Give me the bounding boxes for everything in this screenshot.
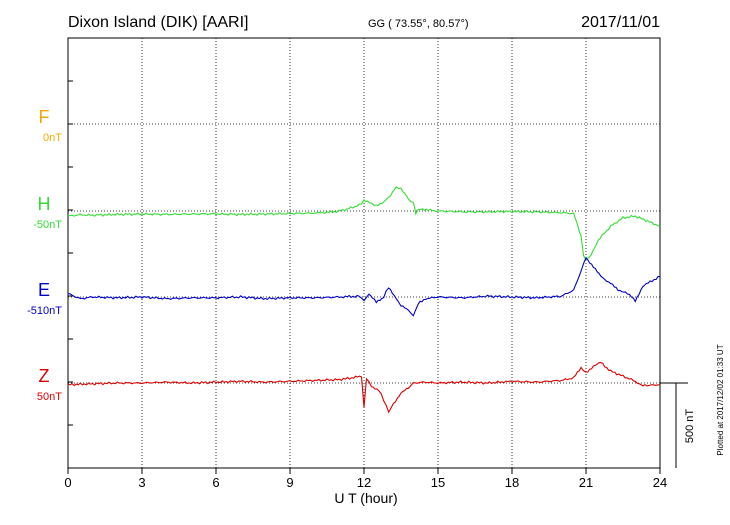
series-f-letter: F bbox=[39, 107, 50, 127]
series-traces bbox=[67, 186, 661, 414]
x-tick-label: 18 bbox=[505, 475, 519, 490]
series-z-letter: Z bbox=[39, 366, 50, 386]
x-tick-label: 15 bbox=[431, 475, 445, 490]
x-tick-label: 21 bbox=[579, 475, 593, 490]
station-coordinates: GG ( 73.55°, 80.57°) bbox=[368, 18, 469, 30]
series-z-trace bbox=[67, 362, 661, 414]
series-h-letter: H bbox=[38, 194, 51, 214]
x-tick-label: 24 bbox=[653, 475, 667, 490]
x-axis-ticks: 0 3 6 9 12 15 18 21 24 bbox=[64, 37, 667, 490]
x-tick-label: 3 bbox=[138, 475, 145, 490]
series-labels: F 0nT H -50nT E -510nT Z 50nT bbox=[27, 107, 62, 403]
x-tick-label: 6 bbox=[212, 475, 219, 490]
x-tick-label: 0 bbox=[64, 475, 71, 490]
series-e-letter: E bbox=[38, 280, 50, 300]
scale-bar: 500 nT bbox=[660, 382, 696, 468]
series-e-trace bbox=[67, 256, 660, 317]
station-title: Dixon Island (DIK) [AARI] bbox=[68, 14, 249, 31]
x-tick-label: 9 bbox=[286, 475, 293, 490]
x-tick-label: 12 bbox=[357, 475, 371, 490]
series-f-baseline: 0nT bbox=[43, 132, 62, 144]
series-z-baseline: 50nT bbox=[37, 391, 62, 403]
series-h-baseline: -50nT bbox=[33, 219, 62, 231]
x-axis-label: U T (hour) bbox=[334, 490, 397, 506]
series-e-baseline: -510nT bbox=[27, 305, 62, 317]
plot-date: 2017/11/01 bbox=[581, 14, 660, 31]
series-h-trace bbox=[67, 186, 661, 262]
plotted-note: Plotted at 2017/12/02 01:33 UT bbox=[716, 344, 725, 455]
scale-bar-label: 500 nT bbox=[684, 409, 696, 444]
